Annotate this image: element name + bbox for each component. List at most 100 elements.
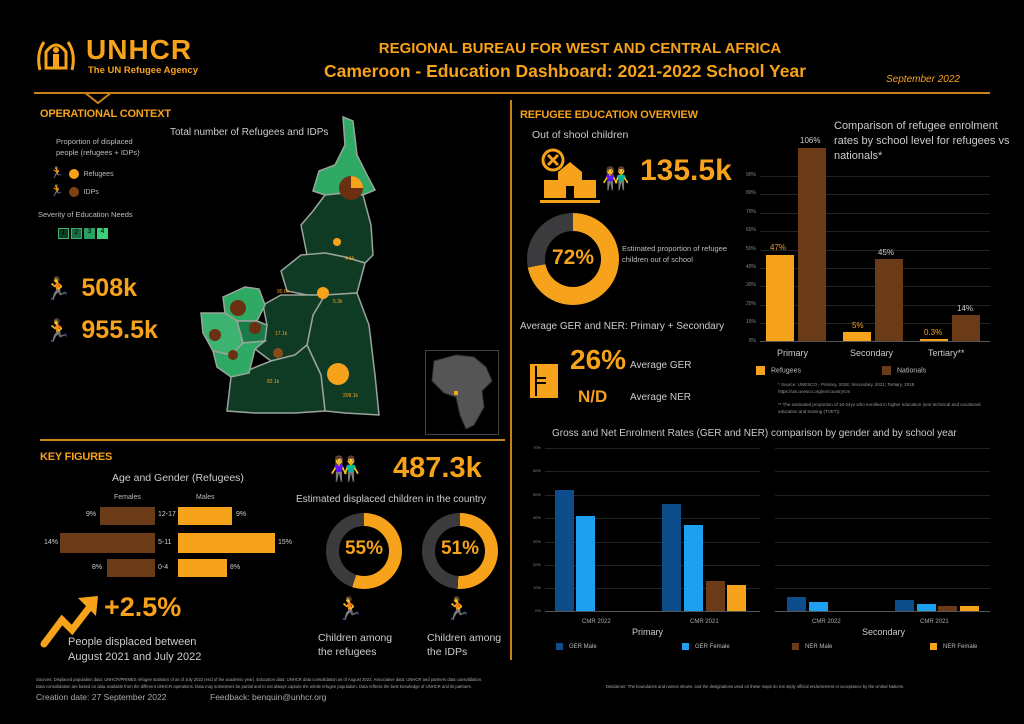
legend-ner-male: NER Male <box>792 643 832 650</box>
avg-ner-label: Average NER <box>630 392 691 403</box>
chart-footnote-1: * Source: UNESCO - Primary, 2018; Second… <box>778 382 915 394</box>
females-label: Females <box>114 494 141 501</box>
ger-ner-chart-title: Gross and Net Enrolment Rates (GER and N… <box>552 428 957 439</box>
section-title-operational-context: OPERATIONAL CONTEXT <box>40 108 171 120</box>
pyramid-row: 9% 12-17 9% <box>0 507 290 527</box>
svg-text:209.1k: 209.1k <box>343 393 359 399</box>
bar-ger-male-2022 <box>555 490 574 611</box>
trend-up-icon <box>40 596 98 648</box>
donut-out-of-school: 72% <box>527 213 619 305</box>
ger-ner-chart-secondary <box>775 448 990 612</box>
children-total: 487.3k <box>393 452 482 484</box>
age-gender-title: Age and Gender (Refugees) <box>112 472 244 484</box>
bureau-title: REGIONAL BUREAU FOR WEST AND CENTRAL AFR… <box>378 40 782 57</box>
header-notch-icon <box>84 92 112 104</box>
enrolment-comparison-chart: 0% 10% 20% 30% 40% 50% 60% 70% 80% 90% 4… <box>746 136 990 344</box>
severity-legend: 1 2 3 4 <box>58 228 108 239</box>
bar-ger-female-2022 <box>576 516 595 611</box>
legend-refugees-chart: Refugees <box>756 366 801 375</box>
growth-value: +2.5% <box>104 592 182 622</box>
notebook-icon <box>530 364 558 398</box>
oos-value: 135.5k <box>640 154 732 187</box>
legend-nationals-chart: Nationals <box>882 366 926 375</box>
children-icon: 👫 <box>330 456 360 483</box>
donut-children-refugees: 55% <box>326 513 402 589</box>
footer-disclaimer: Disclaimer: The boundaries and names sho… <box>606 684 905 689</box>
pie-idps-icon <box>68 187 79 198</box>
bar-refugees-primary <box>766 255 794 341</box>
bar-ner-male-sec-2021 <box>938 606 957 611</box>
bar-ger-female-2021 <box>684 525 703 611</box>
bar-ger-male-sec-2021 <box>895 600 914 611</box>
map-title: Total number of Refugees and IDPs <box>170 127 329 138</box>
chart-footnote-2: ** The estimated proportion of 18-24yo w… <box>778 402 981 414</box>
cameroon-map[interactable]: 4.1k 90.8k 5.3k 17.1k 82.1k 209.1k <box>195 115 410 425</box>
region-south <box>226 343 326 414</box>
page-title: Cameroon - Education Dashboard: 2021-202… <box>323 61 807 81</box>
growth-label-1: People displaced between <box>68 636 197 648</box>
avg-ner-value: N/D <box>578 387 608 406</box>
pyramid-row: 14% 5-11 15% <box>0 533 292 553</box>
africa-inset-map <box>425 350 499 435</box>
pyramid-row: 8% 0-4 8% <box>0 559 290 579</box>
children-refugees-label: Children among the refugees <box>318 632 393 658</box>
ger-ner-chart-primary: 70% 60% 50% 40% 30% 20% 10% 0% <box>533 445 760 613</box>
x-label-cmr2022-secondary: CMR 2022 <box>812 619 841 625</box>
svg-text:5.3k: 5.3k <box>333 299 343 305</box>
x-label-cmr2021-secondary: CMR 2021 <box>920 619 949 625</box>
section-title-education-overview: REFUGEE EDUCATION OVERVIEW <box>520 109 698 121</box>
avg-ger-value: 26% <box>570 344 627 375</box>
legend-ner-female: NER Female <box>930 643 977 650</box>
refugees-total: 🏃 508k <box>44 274 138 302</box>
bar-ger-female-sec-2021 <box>917 604 936 611</box>
bar-ner-female-2021 <box>727 585 746 611</box>
enrolment-comparison-title: Comparison of refugee enrolment rates by… <box>834 120 1010 162</box>
idp-walking-icon: 🏃 <box>44 317 72 343</box>
oos-title: Out of shool children <box>532 129 629 141</box>
bar-ger-female-sec-2022 <box>809 602 828 611</box>
bar-ger-male-sec-2022 <box>787 597 806 611</box>
legend-title: Proportion of displaced people (refugees… <box>56 137 140 157</box>
bar-nationals-primary <box>798 148 826 341</box>
refugee-icon: 🏃 <box>50 167 64 179</box>
children-idps-label: Children among the IDPs <box>427 632 502 658</box>
legend-ger-female: GER Female <box>682 643 730 650</box>
bar-ner-female-sec-2021 <box>960 606 979 611</box>
feedback-link[interactable]: Feedback: benquin@unhcr.org <box>210 692 327 702</box>
unhcr-emblem-icon <box>37 41 75 71</box>
bar-ner-male-2021 <box>706 581 725 611</box>
pie-refugees-icon <box>68 169 79 180</box>
creation-date: Creation date: 27 September 2022 <box>36 692 167 702</box>
idps-total: 🏃 955.5k <box>44 316 158 344</box>
idp-icon: 🏃 <box>50 185 64 197</box>
key-figures-divider <box>40 439 505 441</box>
svg-text:90.8k: 90.8k <box>277 289 290 295</box>
children-pair-icon: 👫 <box>602 166 630 191</box>
avg-ger-label: Average GER <box>630 360 692 371</box>
legend-idps: 🏃 IDPs <box>50 185 99 198</box>
x-label-cmr2021-primary: CMR 2021 <box>690 619 719 625</box>
severity-2: 2 <box>71 228 82 239</box>
logo-text: UNHCR <box>86 34 193 65</box>
oos-pct-label: Estimated proportion of refugee children… <box>622 244 728 264</box>
svg-text:17.1k: 17.1k <box>275 331 288 337</box>
growth-label-2: August 2021 and July 2022 <box>68 651 202 663</box>
svg-text:82.1k: 82.1k <box>267 379 280 385</box>
bar-refugees-tertiary <box>920 339 948 341</box>
center-divider <box>510 100 512 660</box>
header-divider <box>34 92 990 94</box>
severity-1: 1 <box>58 228 69 239</box>
x-label-primary: Primary <box>777 348 808 358</box>
x-label-secondary: Secondary <box>850 348 894 358</box>
x-label-tertiary: Tertiary** <box>928 348 965 358</box>
refugee-child-icon: 🏃 <box>336 596 364 621</box>
bar-nationals-tertiary <box>952 315 980 341</box>
report-date: September 2022 <box>886 74 960 85</box>
idp-child-icon: 🏃 <box>444 596 472 621</box>
footer-sources: Sources: Displaced population data: UNHC… <box>36 677 483 682</box>
section-title-key-figures: KEY FIGURES <box>40 451 113 463</box>
bar-nationals-secondary <box>875 259 903 341</box>
svg-text:4.1k: 4.1k <box>345 256 355 262</box>
legend-refugees: 🏃 Refugees <box>50 167 114 180</box>
donut-children-idps: 51% <box>422 513 498 589</box>
